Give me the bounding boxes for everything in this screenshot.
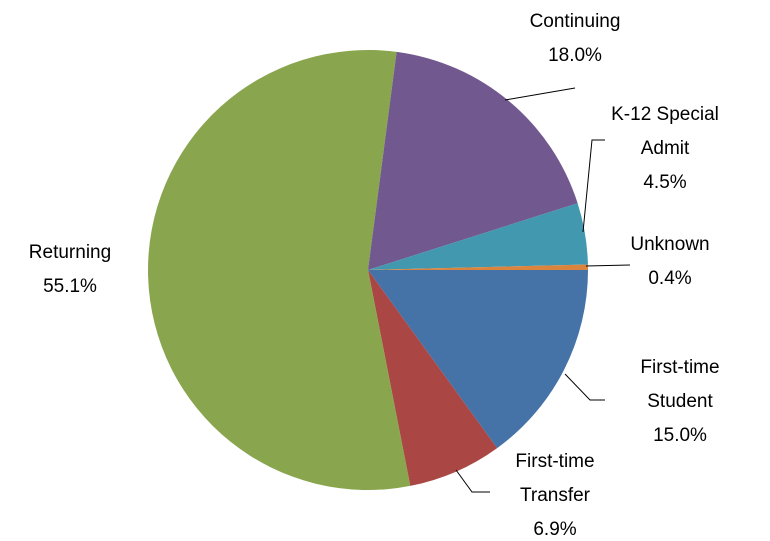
slice-name: First-time Transfer [515,451,595,506]
pie-slice [147,49,411,490]
slice-name: Unknown [630,234,710,255]
slice-label: Unknown 0.4% [595,228,745,296]
slice-label: First-time Student 15.0% [615,351,745,453]
slice-label: K-12 Special Admit 4.5% [590,98,740,200]
slice-name: First-time Student [640,357,720,412]
slice-label: First-time Transfer 6.9% [490,445,620,541]
leader-line [504,87,576,101]
leader-line [455,469,490,493]
slice-label: Continuing 18.0% [500,5,650,73]
leader-line [564,373,605,401]
pie-slice [368,264,588,270]
leader-line [585,264,631,267]
slice-value: 0.4% [648,268,692,289]
pie-slice [368,203,588,270]
slice-value: 55.1% [43,276,97,297]
slice-value: 6.9% [533,519,577,540]
slice-value: 18.0% [548,45,602,66]
pie-slice [368,270,588,449]
pie-slice [368,51,578,270]
leader-line [582,139,605,233]
slice-name: Continuing [529,11,621,32]
slice-label: Returning 55.1% [5,236,135,304]
slice-name: K-12 Special Admit [611,104,719,159]
slice-name: Returning [28,242,112,263]
slice-value: 15.0% [653,425,707,446]
slice-value: 4.5% [643,172,687,193]
pie-slice [368,270,498,486]
